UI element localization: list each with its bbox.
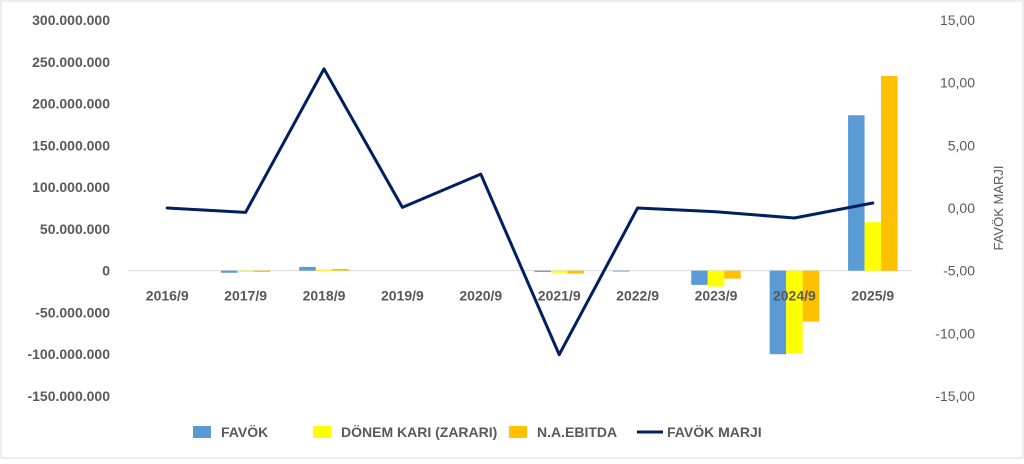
legend-label: DÖNEM KARI (ZARARI) [341,424,497,440]
category-label: 2016/9 [146,288,189,304]
bar-d-nem-kari-zarari [707,270,725,287]
category-label: 2020/9 [459,288,502,304]
legend-swatch-fav-k [193,426,211,438]
right-axis-tick-label: 0,00 [948,200,975,216]
left-axis-tick-label: 300.000.000 [32,12,110,28]
category-label: 2024/9 [773,288,816,304]
left-axis-tick-label: 250.000.000 [32,54,110,70]
bar-d-nem-kari-zarari [315,269,333,271]
bar-fav-k [769,270,787,355]
left-axis-tick-label: -150.000.000 [27,388,110,404]
right-axis-title: FAVÖK MARJI [991,166,1006,251]
legend: FAVÖK DÖNEM KARI (ZARARI) N.A.EBITDA FAVÖK … [193,424,762,440]
bar-fav-k [612,270,630,272]
bar-fav-k [534,270,551,272]
category-label: 2019/9 [381,288,424,304]
bar-fav-k [299,266,316,271]
bar-n-a-ebitda [567,270,584,274]
right-axis-tick-label: 10,00 [940,75,975,91]
legend-label: FAVÖK MARJI [667,424,762,440]
left-axis-tick-labels: -150.000.000 -100.000.000 -50.000.000 0 50.0… [27,12,110,404]
bar-n-a-ebitda [253,270,271,272]
left-axis-tick-label: -100.000.000 [27,346,110,362]
left-axis-tick-label: 0 [102,263,110,279]
legend-swatch-n-a-ebitda [509,426,527,438]
left-axis-tick-label: 150.000.000 [32,137,110,153]
category-label: 2017/9 [224,288,267,304]
category-labels: 2016/9 2017/9 2018/9 2019/9 2020/9 2021/9 2022… [146,288,895,304]
bar-d-nem-kari-zarari [237,270,254,272]
legend-label: FAVÖK [221,424,268,440]
legend-label: N.A.EBITDA [537,424,617,440]
bar-n-a-ebitda [332,268,349,271]
series-line-favok-marji [165,67,875,357]
bar-fav-k [220,270,238,273]
left-axis-tick-label: 100.000.000 [32,179,110,195]
left-axis-tick-label: 50.000.000 [40,221,110,237]
bar-fav-k [691,270,708,285]
category-label: 2018/9 [303,288,346,304]
category-label: 2025/9 [851,288,894,304]
right-axis-tick-label: -10,00 [935,325,975,341]
bar-n-a-ebitda [881,75,898,271]
category-label: 2021/9 [538,288,581,304]
left-axis-tick-label: -50.000.000 [35,304,110,320]
right-axis-tick-label: -5,00 [943,263,975,279]
bar-d-nem-kari-zarari [786,270,803,354]
bar-n-a-ebitda [724,270,741,279]
left-axis-tick-label: 200.000.000 [32,96,110,112]
right-axis-tick-labels: -15,00 -10,00 -5,00 0,00 5,00 10,00 15,00 [935,12,975,404]
bar-series-group [220,75,898,355]
category-label: 2022/9 [616,288,659,304]
right-axis-tick-label: 15,00 [940,12,975,28]
bar-d-nem-kari-zarari [864,222,882,271]
bar-fav-k [848,115,865,271]
bar-d-nem-kari-zarari [550,270,568,273]
bar-n-a-ebitda [802,270,820,322]
category-label: 2023/9 [695,288,738,304]
right-axis-tick-label: 5,00 [948,137,975,153]
legend-swatch-d-nem-kari-zarari [313,426,331,438]
right-axis-tick-label: -15,00 [935,388,975,404]
